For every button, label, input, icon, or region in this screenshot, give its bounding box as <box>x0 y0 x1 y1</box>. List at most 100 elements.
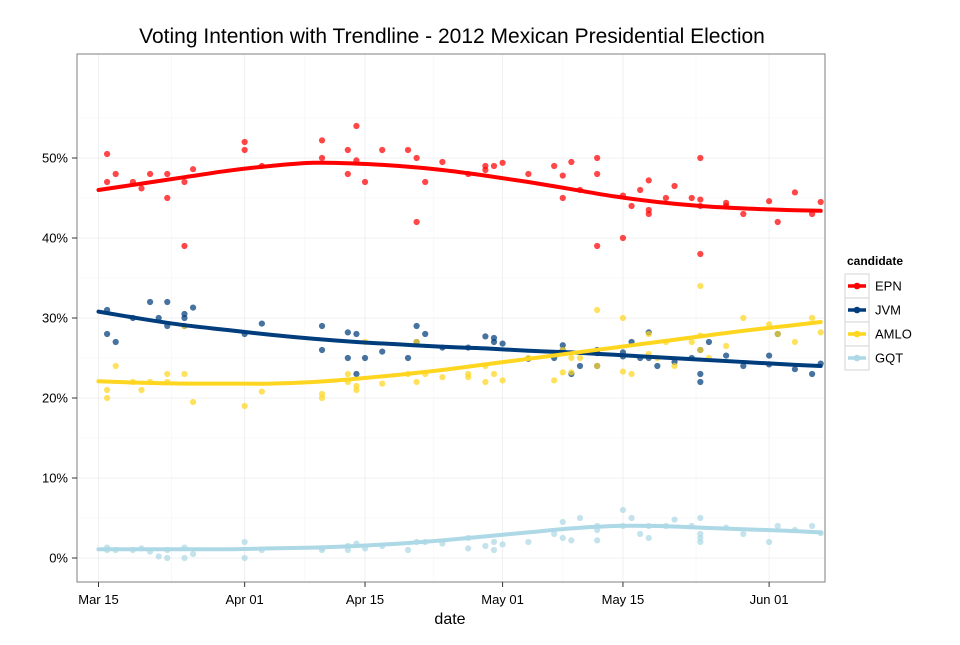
point-amlo <box>490 370 498 378</box>
point-amlo <box>138 386 145 394</box>
point-epn <box>697 196 704 203</box>
point-epn <box>740 210 747 218</box>
point-epn <box>499 159 506 166</box>
legend-point-epn <box>853 282 861 290</box>
point-jvm <box>705 338 713 346</box>
point-amlo <box>413 378 420 386</box>
trend-line-gqt <box>96 523 823 552</box>
trend-line-amlo <box>96 320 823 386</box>
point-amlo <box>112 362 119 370</box>
point-gqt <box>619 506 627 514</box>
point-gqt <box>482 542 489 550</box>
legend-point-jvm <box>853 306 861 314</box>
point-gqt <box>576 514 584 522</box>
point-jvm <box>379 348 386 355</box>
trend-line-epn <box>96 160 823 213</box>
point-amlo <box>594 306 601 314</box>
point-gqt <box>697 514 704 522</box>
point-epn <box>817 198 824 206</box>
legend-point-amlo <box>853 330 861 338</box>
legend-label-amlo: AMLO <box>875 327 912 342</box>
point-gqt <box>241 538 248 546</box>
chart-title: Voting Intention with Trendline - 2012 M… <box>139 25 765 48</box>
point-epn <box>241 138 248 146</box>
x-tick-label: May 01 <box>481 592 524 607</box>
point-amlo <box>688 338 695 346</box>
point-epn <box>181 178 188 186</box>
legend-title: candidate <box>847 254 903 268</box>
point-amlo <box>439 374 446 381</box>
x-tick-label: May 15 <box>602 592 645 607</box>
point-epn <box>490 162 498 170</box>
point-epn <box>422 178 429 186</box>
y-tick-label: 20% <box>42 391 68 406</box>
point-epn <box>112 170 119 178</box>
legend-point-gqt <box>853 354 861 362</box>
point-epn <box>551 162 558 170</box>
point-amlo <box>594 362 601 370</box>
point-amlo <box>189 398 197 406</box>
point-epn <box>697 250 704 258</box>
legend-items: EPN JVM AMLO GQT <box>844 273 912 371</box>
point-jvm <box>697 370 704 378</box>
point-epn <box>697 154 704 162</box>
point-gqt <box>809 522 816 530</box>
point-gqt <box>568 537 575 544</box>
point-epn <box>344 170 351 178</box>
point-amlo <box>353 382 360 390</box>
point-amlo <box>568 354 575 362</box>
point-jvm <box>740 362 747 370</box>
point-amlo <box>164 370 171 378</box>
point-gqt <box>164 554 171 562</box>
point-amlo <box>181 370 188 378</box>
point-epn <box>559 194 566 202</box>
point-epn <box>619 234 627 242</box>
point-epn <box>671 182 678 190</box>
point-jvm <box>490 338 498 346</box>
point-gqt <box>697 534 704 542</box>
point-epn <box>353 122 360 130</box>
point-gqt <box>637 530 644 538</box>
point-jvm <box>559 342 566 349</box>
point-epn <box>181 242 188 250</box>
point-epn <box>774 218 781 226</box>
point-jvm <box>576 362 584 370</box>
point-gqt <box>465 545 472 552</box>
point-amlo <box>559 369 566 376</box>
y-tick-label: 40% <box>42 231 68 246</box>
point-amlo <box>697 282 704 290</box>
point-gqt <box>671 516 678 523</box>
point-amlo <box>499 377 506 384</box>
point-epn <box>439 158 446 166</box>
point-amlo <box>576 354 584 362</box>
point-epn <box>404 146 412 154</box>
point-gqt <box>559 534 566 542</box>
point-epn <box>241 146 248 154</box>
point-amlo <box>645 330 652 338</box>
y-axis: 0% 10% 20% 30% 40% 50% <box>42 151 77 566</box>
point-epn <box>594 242 601 250</box>
point-amlo <box>791 338 799 346</box>
y-tick-label: 30% <box>42 311 68 326</box>
point-jvm <box>809 370 816 378</box>
point-epn <box>103 178 111 186</box>
point-amlo <box>809 314 816 322</box>
point-epn <box>662 194 670 202</box>
point-jvm <box>189 304 197 311</box>
point-jvm <box>103 330 111 338</box>
point-amlo <box>258 388 265 395</box>
point-gqt <box>559 518 566 526</box>
point-amlo <box>379 380 386 387</box>
point-gqt <box>774 522 781 530</box>
point-epn <box>637 186 644 194</box>
point-epn <box>645 177 652 184</box>
point-epn <box>361 178 369 186</box>
point-epn <box>189 166 197 173</box>
point-jvm <box>258 320 265 327</box>
x-tick-label: Apr 15 <box>346 592 384 607</box>
point-gqt <box>740 530 747 538</box>
point-gqt <box>766 538 773 546</box>
point-amlo <box>671 362 678 370</box>
point-jvm <box>482 333 489 340</box>
